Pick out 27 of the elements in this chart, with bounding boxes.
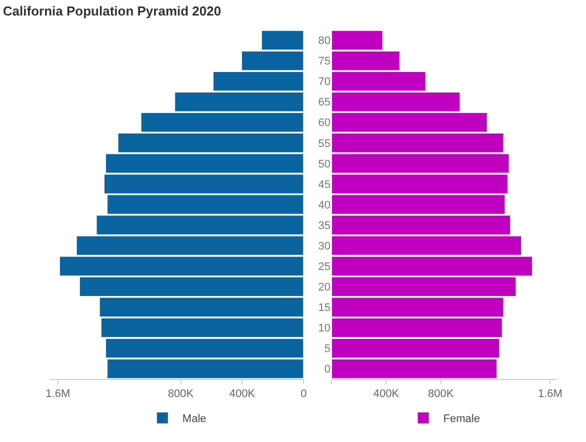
x-tick-label: 0 (300, 388, 307, 400)
x-tick-label: 1.6M (538, 388, 562, 400)
y-tick-label: 10 (318, 322, 330, 335)
legend-label: Female (443, 413, 480, 426)
y-tick-label: 75 (318, 56, 330, 68)
y-tick-label: 35 (318, 220, 330, 232)
y-tick-label: 15 (318, 302, 330, 314)
y-tick-label: 55 (318, 138, 330, 150)
y-tick-label: 50 (318, 158, 330, 170)
x-tick-label: 800K (168, 388, 194, 400)
x-tick-label: 800K (428, 388, 454, 400)
y-tick-label: 20 (318, 281, 330, 294)
y-tick-label: 0 (324, 364, 330, 376)
y-tick-label: 25 (318, 260, 330, 273)
x-tick-label: 400K (373, 388, 400, 400)
y-tick-label: 80 (318, 35, 330, 48)
y-tick-label: 30 (318, 240, 330, 252)
chart-title: California Population Pyramid 2020 (2, 4, 222, 19)
y-tick-label: 5 (324, 343, 330, 356)
y-tick-label: 40 (318, 199, 330, 212)
y-tick-label: 45 (318, 178, 330, 191)
x-tick-label: 1.6M (46, 388, 70, 400)
y-tick-label: 65 (318, 96, 330, 109)
y-tick-label: 60 (318, 117, 330, 130)
legend-label: Male (182, 413, 206, 426)
y-tick-label: 70 (318, 76, 330, 88)
x-tick-label: 400K (229, 388, 256, 400)
